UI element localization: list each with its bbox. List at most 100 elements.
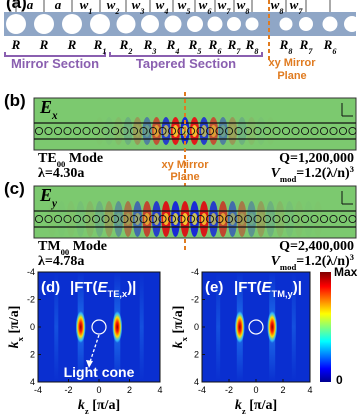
bottom-label: R bbox=[39, 37, 49, 52]
bracket bbox=[109, 52, 263, 57]
top-label-part: 1 bbox=[88, 7, 92, 16]
bottom-label-part: R bbox=[39, 37, 49, 52]
panel-label: (d) bbox=[41, 279, 60, 296]
q-label: Q=1,200,000 bbox=[279, 151, 354, 166]
x-tick-label: -2 bbox=[64, 385, 72, 395]
hole-outline bbox=[329, 214, 338, 224]
panel-title-formula-part: )| bbox=[127, 279, 136, 296]
y-tick-label: 4 bbox=[30, 377, 35, 387]
y-tick-label: -2 bbox=[27, 295, 35, 305]
y-axis-label: kx [π/a] bbox=[7, 306, 25, 349]
hole-outline bbox=[310, 126, 319, 136]
x-axis-label: kz [π/a] bbox=[78, 398, 120, 416]
panel-label: (e) bbox=[205, 279, 223, 296]
top-label-part: 2 bbox=[114, 7, 119, 16]
mode-label: TE00 Mode bbox=[38, 151, 103, 169]
mode-label-part: TE bbox=[38, 151, 57, 166]
bottom-label-part: R bbox=[279, 37, 289, 52]
top-label-part: w bbox=[178, 0, 187, 12]
top-label-part: 6 bbox=[207, 7, 212, 16]
bottom-label-part: 5 bbox=[197, 47, 201, 56]
mode-label-part: TM bbox=[38, 239, 61, 254]
hole-outline bbox=[63, 214, 72, 224]
x-tick-label: 2 bbox=[280, 385, 285, 395]
bottom-label-part: R bbox=[227, 37, 237, 52]
hole-outline bbox=[101, 214, 110, 224]
panel-title-formula-part: |FT( bbox=[234, 279, 262, 296]
hole bbox=[116, 14, 136, 34]
vmod-label: Vmod=1.2(λ/n)3 bbox=[271, 252, 355, 272]
hole bbox=[187, 16, 203, 32]
hole-outline bbox=[72, 126, 82, 136]
field-label: Ey bbox=[39, 185, 57, 210]
bottom-label: R bbox=[67, 37, 77, 52]
top-label: w7 bbox=[290, 0, 304, 16]
x-axis-label-part: [π/a] bbox=[246, 398, 277, 413]
top-label: a bbox=[27, 0, 34, 12]
hole-outline bbox=[319, 214, 329, 224]
top-label-part: 7 bbox=[226, 7, 231, 16]
bottom-label: R2 bbox=[119, 37, 133, 56]
hole-outline bbox=[158, 214, 167, 224]
y-tick-label: -2 bbox=[191, 295, 199, 305]
hole-outline bbox=[91, 214, 101, 224]
mode-label: TM00 Mode bbox=[38, 239, 107, 257]
top-label-part: w bbox=[271, 0, 280, 12]
bottom-label: R7 bbox=[227, 37, 242, 56]
hole-outline bbox=[281, 126, 291, 136]
bottom-label-part: 6 bbox=[332, 47, 337, 56]
panel-label: (c) bbox=[4, 179, 25, 198]
top-label: w8 bbox=[271, 0, 284, 16]
mirror-plane-label: Plane bbox=[170, 171, 199, 183]
hole-outline bbox=[53, 214, 63, 224]
bottom-label: R5 bbox=[188, 37, 202, 56]
vmod-label-part: V bbox=[271, 166, 282, 181]
vmod-label-part: 3 bbox=[350, 252, 355, 262]
bottom-label: R8 bbox=[279, 37, 293, 56]
bracket bbox=[4, 52, 106, 57]
hole-outline bbox=[262, 214, 272, 224]
bottom-label-part: R bbox=[119, 37, 129, 52]
hole-outline bbox=[148, 214, 158, 224]
top-label-part: w bbox=[290, 0, 299, 12]
mirror-plane-label: xy Mirror bbox=[268, 57, 316, 69]
hole-outline bbox=[253, 126, 262, 136]
vmod-label-part: =1.2(λ/n) bbox=[296, 254, 350, 269]
streak bbox=[139, 272, 144, 382]
y-tick-label: 0 bbox=[194, 322, 199, 332]
spot bbox=[75, 311, 86, 343]
hole-outline bbox=[129, 214, 139, 224]
panel-title: (d) bbox=[41, 279, 60, 296]
hole bbox=[344, 16, 360, 32]
hole bbox=[6, 14, 26, 34]
x-axis-label-part: k bbox=[78, 398, 85, 413]
hole-outline bbox=[205, 126, 215, 136]
top-label: w8 bbox=[237, 0, 250, 16]
panel-title-formula-part: TM,y bbox=[272, 289, 294, 299]
streak bbox=[216, 272, 221, 382]
spot bbox=[112, 311, 123, 343]
bottom-label: R bbox=[11, 37, 21, 52]
hole-outline bbox=[91, 126, 101, 136]
y-tick-label: 0 bbox=[30, 322, 35, 332]
bottom-label-part: 2 bbox=[127, 47, 132, 56]
top-label-part: 5 bbox=[186, 7, 190, 16]
colorbar: Max 0 bbox=[320, 265, 358, 387]
field-label-part: E bbox=[39, 97, 52, 117]
hole-outline bbox=[158, 126, 167, 136]
top-label-part: w bbox=[199, 0, 208, 12]
bottom-label: R8 bbox=[245, 37, 259, 56]
mode-label-part: 00 bbox=[61, 247, 70, 257]
light-cone bbox=[248, 319, 264, 335]
field-label-part: x bbox=[51, 110, 58, 122]
hole-outline bbox=[224, 214, 234, 224]
x-axis-label: kz [π/a] bbox=[235, 398, 277, 416]
hole-outline bbox=[243, 126, 253, 136]
panel-title-formula-part: |FT( bbox=[70, 279, 98, 296]
spot bbox=[234, 311, 245, 343]
light-cone bbox=[91, 319, 107, 335]
bottom-label-part: R bbox=[299, 37, 309, 52]
q-label: Q=2,400,000 bbox=[279, 239, 354, 254]
bottom-label-part: R bbox=[208, 37, 218, 52]
top-label: w4 bbox=[156, 0, 169, 16]
